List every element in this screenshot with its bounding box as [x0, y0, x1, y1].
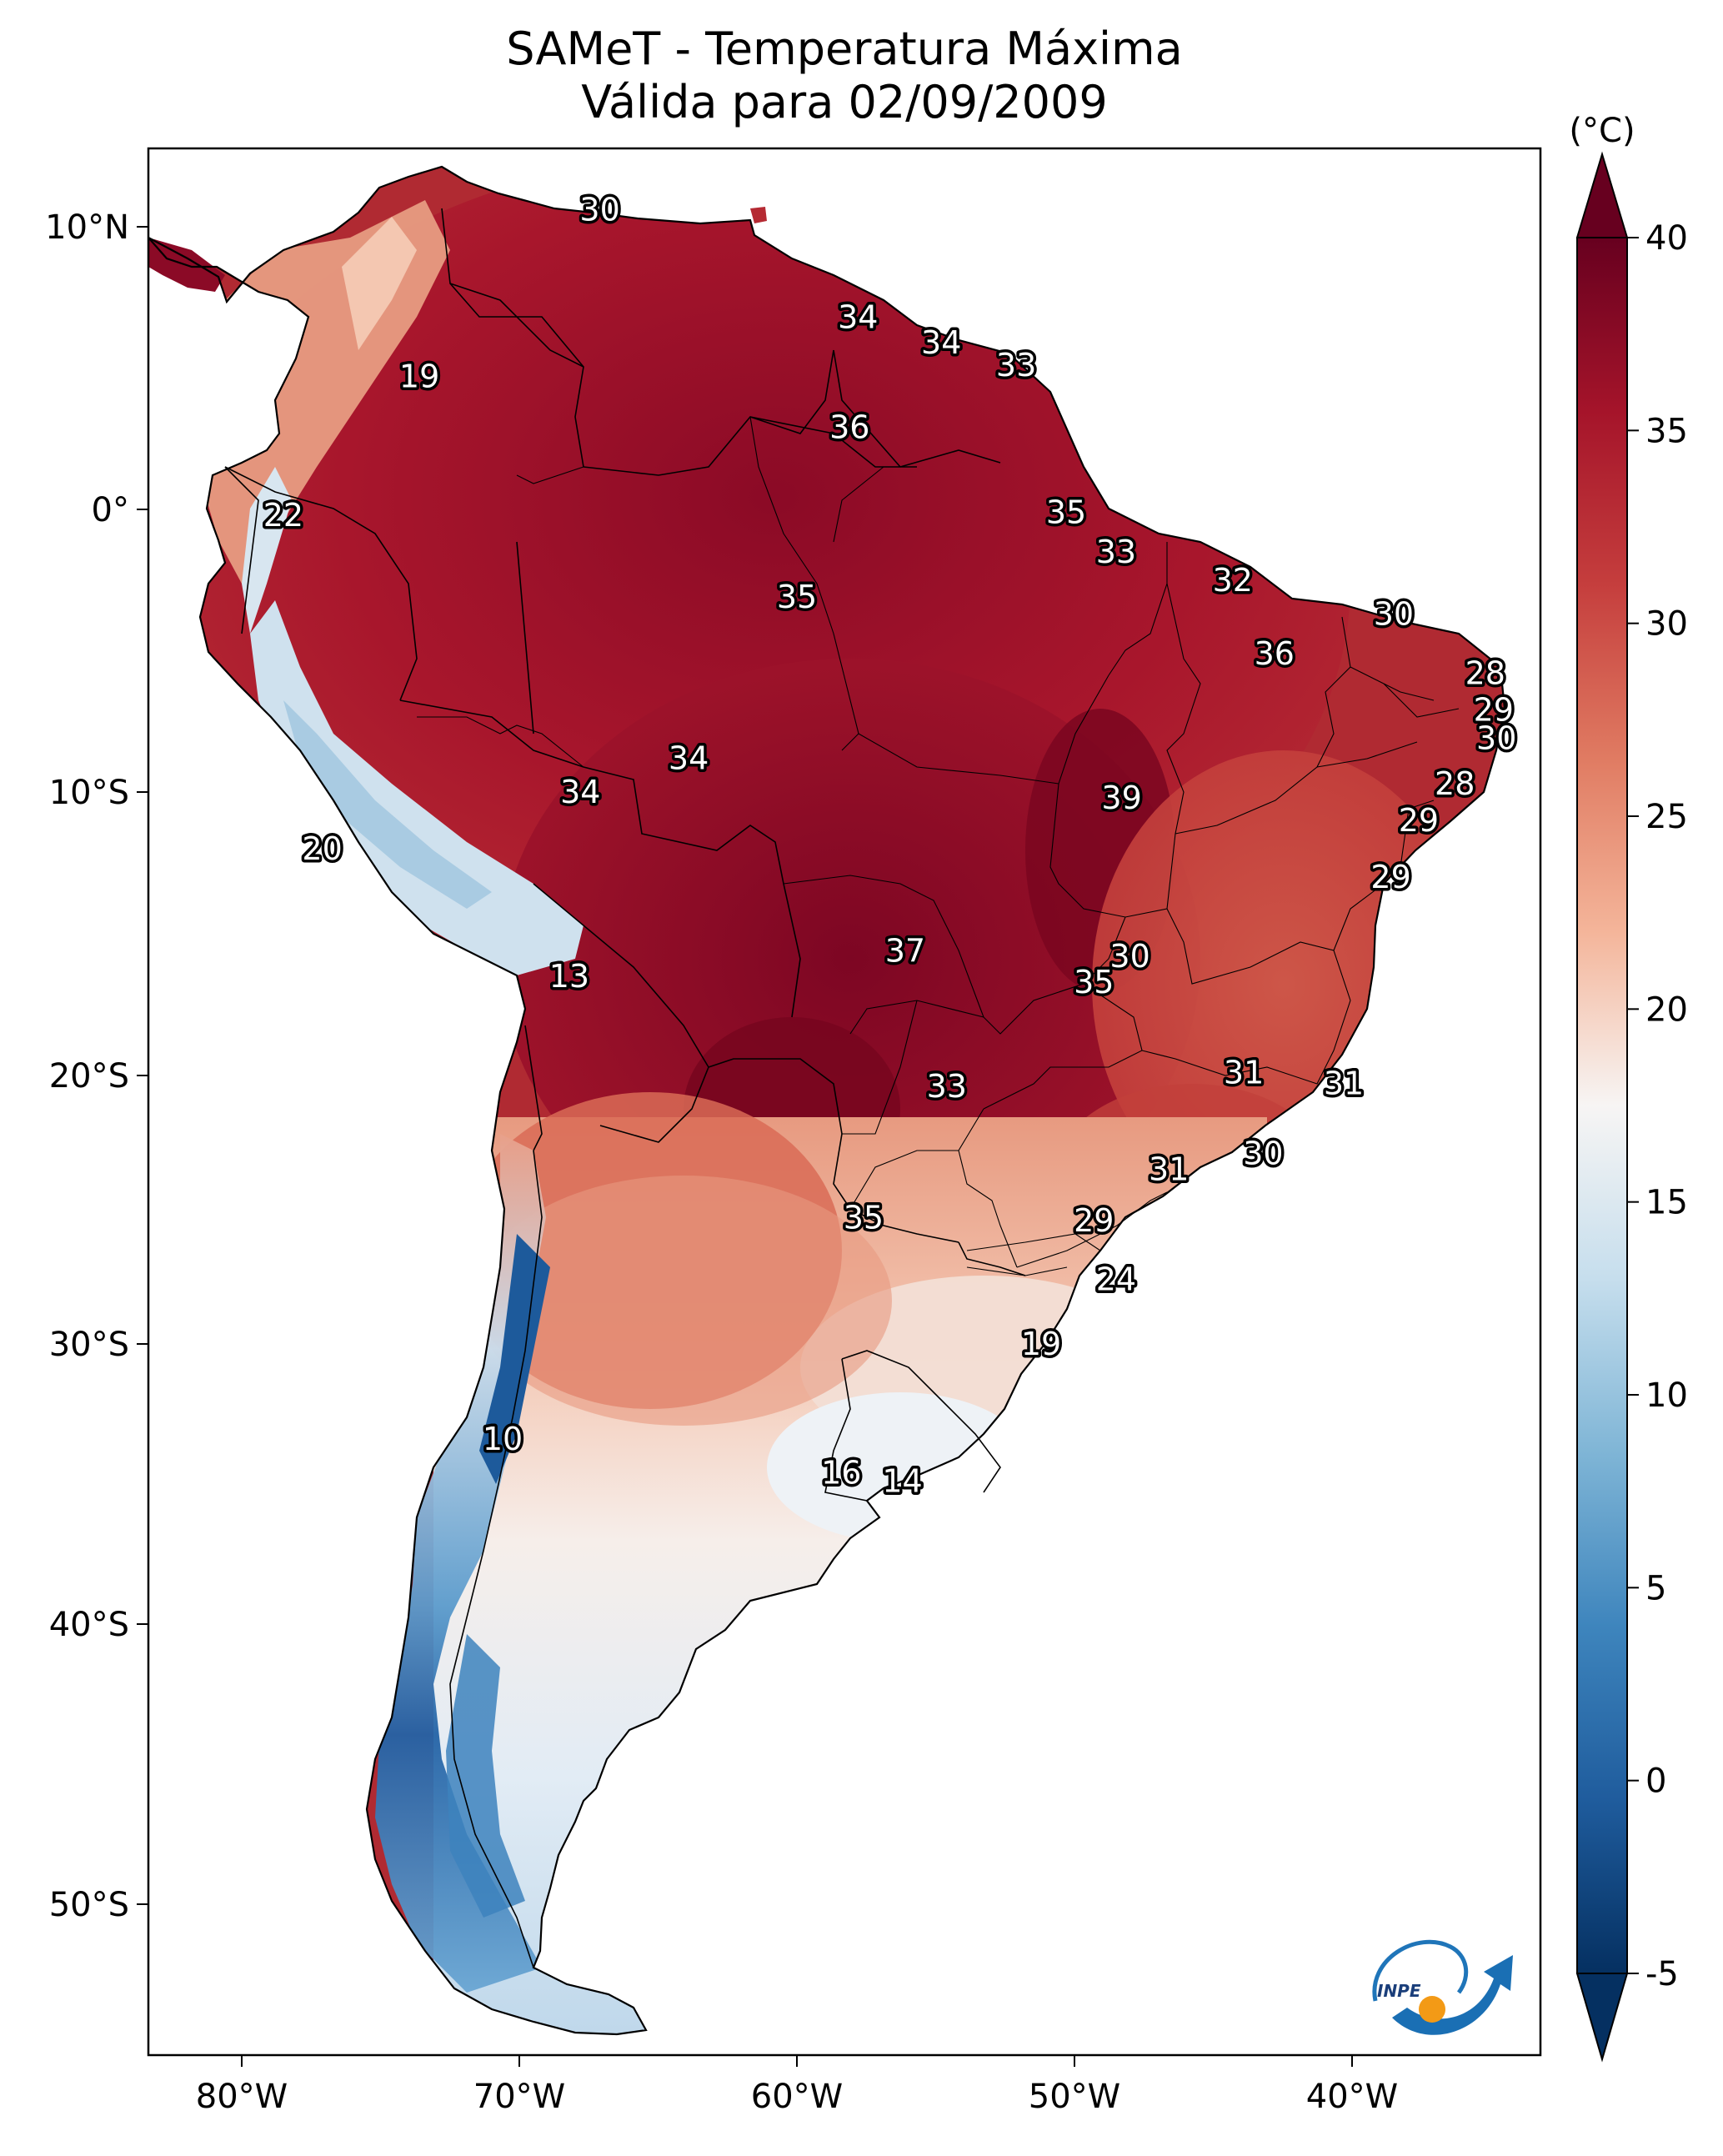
colorbar-min-extend: [1575, 1973, 1629, 2063]
station-value-1: 19: [399, 358, 439, 395]
lat-tick-10n: 10°N: [45, 208, 129, 247]
colorbar-max-extend: [1575, 151, 1629, 238]
station-value-37: 16: [821, 1455, 861, 1492]
station-value-34: 24: [1096, 1261, 1136, 1298]
station-value-6: 22: [263, 497, 303, 534]
state-borders: [417, 416, 1460, 1276]
colorbar-tick-label-7: 5: [1645, 1569, 1666, 1607]
country-borders: [224, 208, 1026, 1968]
colorbar-tick-label-6: 10: [1645, 1376, 1688, 1415]
station-value-4: 33: [996, 347, 1036, 384]
station-value-31: 31: [1149, 1151, 1189, 1188]
station-value-14: 29: [1474, 692, 1514, 729]
lat-tick-40s: 40°S: [49, 1606, 129, 1644]
station-value-23: 37: [885, 932, 925, 969]
station-value-17: 34: [560, 774, 600, 810]
lat-tick-0: 0°: [92, 491, 129, 529]
station-value-8: 35: [1046, 494, 1086, 530]
station-value-33: 29: [1074, 1202, 1114, 1239]
lat-tick-10s: 10°S: [49, 774, 129, 812]
map-frame: [147, 147, 1542, 2057]
station-value-30: 30: [1243, 1135, 1283, 1171]
map-title-line-1: SAMeT - Temperatura Máxima: [506, 23, 1183, 75]
lat-tick-50s: 50°S: [49, 1886, 129, 1924]
station-value-35: 19: [1021, 1326, 1061, 1362]
station-value-16: 34: [669, 740, 709, 776]
station-value-12: 36: [1255, 635, 1295, 672]
station-value-9: 33: [1096, 534, 1136, 570]
colorbar-tick-label-4: 20: [1645, 990, 1688, 1029]
colorbar-unit: (°C): [1569, 112, 1635, 150]
lon-tick-50w: 50°W: [1029, 2078, 1120, 2116]
lon-tick-60w: 60°W: [751, 2078, 843, 2116]
station-value-10: 32: [1213, 562, 1253, 599]
station-value-7: 35: [777, 579, 817, 615]
station-value-24: 30: [1109, 938, 1150, 975]
station-value-11: 30: [1374, 595, 1414, 632]
trinidad-island: [750, 207, 767, 223]
lon-tick-80w: 80°W: [196, 2078, 288, 2116]
station-value-26: 13: [549, 958, 589, 995]
colorbar-tick-label-5: 15: [1645, 1184, 1688, 1222]
colorbar-tick-label-8: 0: [1645, 1762, 1666, 1801]
lon-tick-40w: 40°W: [1306, 2078, 1398, 2116]
station-value-13: 28: [1465, 655, 1505, 692]
colorbar-tick-label-9: -5: [1645, 1955, 1679, 1993]
station-value-29: 33: [927, 1068, 967, 1105]
logo-sun-icon: [1419, 1996, 1445, 2023]
longitude-axis: 80°W 70°W 60°W 50°W 40°W: [196, 2055, 1398, 2116]
inpe-logo: INPE: [1372, 1939, 1513, 2035]
map-title-line-2: Válida para 02/09/2009: [581, 76, 1108, 128]
station-value-20: 29: [1399, 802, 1439, 839]
lat-tick-30s: 30°S: [49, 1326, 129, 1364]
colorbar: (°C) 40 35 30 25 20 15 10 5 0 -5: [1569, 112, 1688, 2063]
station-value-3: 34: [921, 324, 961, 361]
station-value-0: 30: [579, 192, 619, 228]
station-value-22: 29: [1370, 859, 1410, 895]
colorbar-ramp: [1576, 237, 1628, 1974]
station-value-18: 39: [1101, 780, 1141, 816]
station-value-27: 31: [1224, 1055, 1264, 1091]
station-value-2: 34: [838, 299, 878, 336]
station-value-28: 31: [1324, 1065, 1364, 1102]
colorbar-tick-label-1: 35: [1645, 412, 1688, 450]
colorbar-tick-label-3: 25: [1645, 798, 1688, 836]
lat-tick-20s: 20°S: [49, 1057, 129, 1096]
station-value-19: 28: [1435, 765, 1475, 802]
station-value-5: 36: [829, 409, 869, 446]
station-value-36: 10: [483, 1421, 523, 1457]
logo-text: INPE: [1377, 1981, 1421, 2001]
station-value-21: 20: [302, 830, 342, 867]
lon-tick-70w: 70°W: [473, 2078, 565, 2116]
logo-arrow-icon: [1392, 1955, 1513, 2035]
colorbar-tick-label-0: 40: [1645, 219, 1688, 258]
station-value-15: 30: [1476, 720, 1516, 757]
station-value-32: 35: [844, 1200, 884, 1236]
station-value-25: 35: [1074, 964, 1114, 1000]
latitude-axis: 10°N 0° 10°S 20°S 30°S 40°S 50°S: [45, 208, 148, 1924]
station-value-38: 14: [882, 1463, 922, 1500]
colorbar-tick-label-2: 30: [1645, 605, 1688, 644]
